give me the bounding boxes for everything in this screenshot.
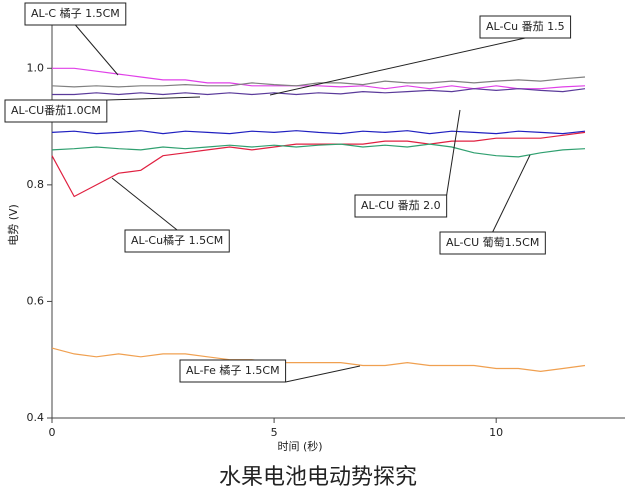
callout-line (106, 96, 201, 101)
x-tick-label: 0 (49, 426, 56, 439)
y-tick-label: 0.4 (27, 411, 45, 424)
series-line (51, 347, 586, 373)
callout-box (124, 229, 230, 253)
series-line (51, 131, 586, 198)
callout-box (439, 231, 546, 255)
legend-label: AL-CU 番茄 2.0 (361, 198, 441, 212)
series-line (51, 76, 586, 88)
legend-label: AL-Fe 橘子 1.5CM (186, 364, 280, 377)
series-line (51, 130, 586, 135)
callout-box (179, 359, 287, 383)
callout-line (446, 109, 461, 196)
caption: 水果电池电动势探究 (219, 465, 417, 490)
callout-line (269, 37, 526, 96)
callout-box (354, 194, 448, 218)
legend-label: AL-CU 葡萄1.5CM (446, 236, 539, 249)
legend-label: AL-C 橘子 1.5CM (31, 7, 120, 20)
y-tick-label: 1.0 (27, 61, 45, 74)
series-line (51, 143, 586, 158)
y-tick-label: 0.8 (27, 178, 45, 191)
legend-label: AL-Cu 番茄 1.5 (486, 19, 565, 33)
series-line (52, 88, 586, 96)
legend-label: AL-CU番茄1.0CM (11, 103, 101, 117)
callout-line (492, 154, 531, 233)
callout-box (4, 99, 108, 123)
x-tick-label: 5 (271, 426, 278, 439)
y-axis-label: 电势 (V) (7, 204, 20, 246)
callout-line (111, 177, 178, 231)
series-line (52, 67, 586, 90)
callout-line (75, 24, 119, 76)
y-tick-label: 0.6 (27, 294, 45, 307)
callout-box (24, 2, 127, 26)
legend-label: AL-Cu橘子 1.5CM (131, 234, 223, 247)
callout-box (479, 15, 572, 39)
callout-line (285, 365, 361, 383)
x-axis-label: 时间 (秒) (277, 439, 322, 453)
x-tick-label: 10 (489, 426, 503, 439)
